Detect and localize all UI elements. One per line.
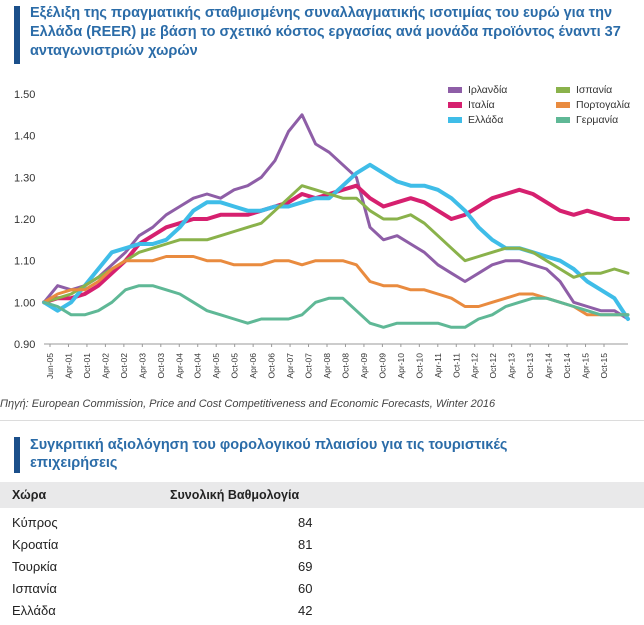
line-chart: 0.90 1.00 1.10 1.20 1.30 1.40 1.50 Jun-05 Apr-01… [14, 84, 630, 379]
x-tick-label: Apr-09 [359, 353, 369, 379]
cell-score: 81 [298, 537, 313, 552]
column-header-country: Χώρα [12, 488, 47, 502]
legend-label: Ιρλανδία [468, 84, 507, 96]
column-header-score: Συνολική Βαθμολογία [170, 488, 300, 502]
table-row: Τουρκία 69 [0, 559, 644, 580]
table-row: Ελλάδα 42 [0, 603, 644, 624]
x-tick-label: Apr-06 [248, 353, 258, 379]
series-line [42, 184, 630, 304]
x-tick-label: Apr-12 [470, 353, 480, 379]
legend-swatch [556, 87, 570, 93]
cell-score: 60 [298, 581, 313, 596]
legend-label: Γερμανία [576, 114, 618, 126]
x-tick-label: Oct-09 [377, 353, 387, 379]
series-line [42, 284, 630, 329]
table-title: Συγκριτική αξιολόγηση του φορολογικού πλ… [30, 437, 508, 471]
cell-score: 69 [298, 559, 313, 574]
series-line [42, 255, 630, 317]
table-title-accent-bar [14, 437, 20, 473]
cell-country: Ισπανία [12, 581, 57, 596]
table-header [0, 482, 644, 508]
series-line [42, 113, 630, 321]
x-tick-label: Oct-02 [119, 353, 129, 379]
x-tick-label: Apr-05 [211, 353, 221, 379]
y-tick-label: 0.90 [14, 339, 35, 351]
x-tick-label: Oct-14 [562, 353, 572, 379]
cell-score: 42 [298, 603, 313, 618]
table-row: Ισπανία 60 [0, 581, 644, 602]
x-tick-label: Oct-11 [451, 353, 461, 378]
x-tick-label: Apr-15 [581, 353, 591, 379]
source-note: Πηγή: European Commission, Price and Cos… [0, 398, 496, 410]
y-tick-label: 1.00 [14, 297, 35, 309]
legend-swatch [448, 102, 462, 108]
legend-swatch [556, 117, 570, 123]
x-tick-label: Apr-07 [285, 353, 295, 379]
cell-country: Ελλάδα [12, 603, 56, 618]
x-tick-label: Apr-01 [63, 353, 73, 379]
y-tick-label: 1.50 [14, 89, 35, 101]
table-row: Κροατία 81 [0, 537, 644, 558]
cell-country: Κροατία [12, 537, 59, 552]
x-tick-label: Oct-12 [488, 353, 498, 379]
x-tick-label: Apr-03 [137, 353, 147, 379]
x-tick-label: Oct-03 [156, 353, 166, 379]
legend-label: Ιταλία [468, 99, 495, 111]
y-tick-label: 1.30 [14, 172, 35, 184]
x-tick-label: Oct-05 [230, 353, 240, 379]
x-tick-label: Apr-14 [544, 353, 554, 379]
x-tick-label: Apr-08 [322, 353, 332, 379]
title-accent-bar [14, 6, 20, 64]
legend-label: Ελλάδα [468, 114, 503, 126]
legend-label: Πορτογαλία [576, 99, 630, 111]
x-tick-label: Apr-10 [396, 353, 406, 379]
x-tick-label: Oct-04 [193, 353, 203, 379]
x-tick-label: Oct-13 [525, 353, 535, 379]
x-tick-label: Jun-05 [45, 353, 55, 379]
section-divider [0, 420, 644, 421]
x-tick-label: Apr-11 [433, 353, 443, 378]
legend-label: Ισπανία [576, 84, 612, 96]
y-tick-label: 1.10 [14, 256, 35, 268]
x-tick-label: Oct-06 [267, 353, 277, 379]
x-tick-label: Apr-02 [100, 353, 110, 379]
chart-title: Εξέλιξη της πραγματικής σταθμισμένης συν… [30, 5, 621, 59]
legend-swatch [448, 87, 462, 93]
y-tick-label: 1.40 [14, 131, 35, 143]
x-tick-label: Oct-08 [340, 353, 350, 379]
cell-score: 84 [298, 515, 313, 530]
x-tick-label: Apr-04 [174, 353, 184, 379]
cell-country: Κύπρος [12, 515, 58, 530]
chart-title-block: Εξέλιξη της πραγματικής σταθμισμένης συν… [14, 4, 634, 64]
legend-swatch [448, 117, 462, 123]
x-tick-label: Oct-07 [304, 353, 314, 379]
cell-country: Τουρκία [12, 559, 58, 574]
x-tick-label: Oct-01 [82, 353, 92, 379]
x-tick-label: Oct-15 [599, 353, 609, 379]
x-tick-label: Apr-13 [507, 353, 517, 379]
x-tick-label: Oct-10 [414, 353, 424, 379]
table-row: Κύπρος 84 [0, 515, 644, 536]
y-tick-label: 1.20 [14, 214, 35, 226]
legend-swatch [556, 102, 570, 108]
